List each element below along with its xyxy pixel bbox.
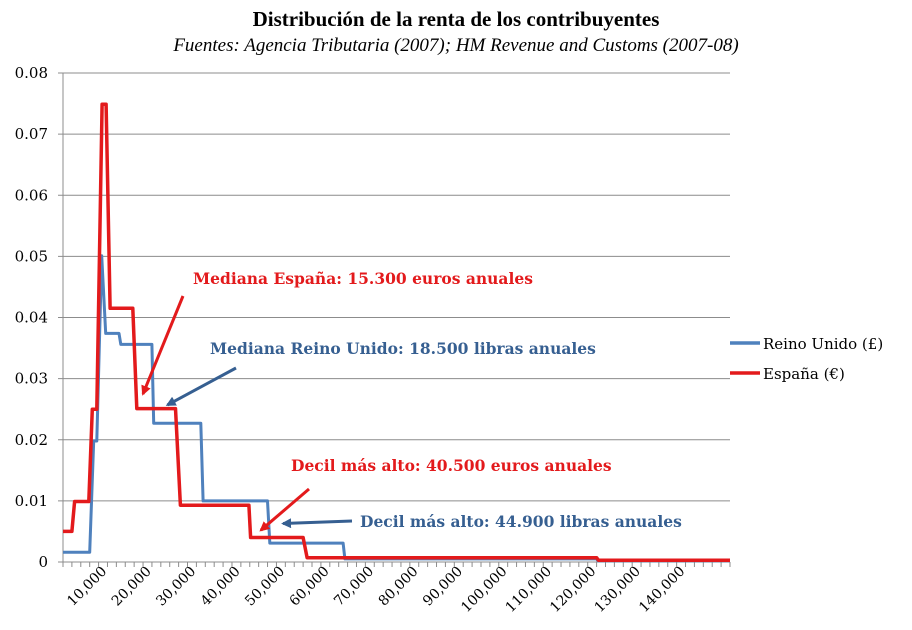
x-tick-label: 60,000 bbox=[287, 564, 333, 610]
y-tick-label: 0.08 bbox=[15, 64, 48, 82]
x-tick-label: 120,000 bbox=[547, 564, 599, 616]
annotation-arrow-top-decile-uk bbox=[281, 518, 353, 529]
annotation-arrow-median-uk bbox=[165, 366, 237, 407]
legend: Reino Unido (£) España (€) bbox=[730, 335, 883, 383]
annotation-arrow-top-decile-spain bbox=[259, 487, 310, 532]
x-tick-label: 140,000 bbox=[636, 564, 688, 616]
legend-label-espana: España (€) bbox=[763, 365, 845, 383]
x-tick-label: 10,000 bbox=[64, 564, 110, 610]
x-tick-label: 110,000 bbox=[503, 564, 555, 616]
x-axis-ticks: 10,00020,00030,00040,00050,00060,00070,0… bbox=[62, 562, 731, 616]
annotation-top-decile-spain: Decil más alto: 40.500 euros anuales bbox=[291, 456, 612, 475]
y-tick-label: 0.01 bbox=[15, 492, 48, 510]
chart-subtitle: Fuentes: Agencia Tributaria (2007); HM R… bbox=[172, 35, 738, 56]
x-tick-label: 100,000 bbox=[458, 564, 510, 616]
x-tick-label: 70,000 bbox=[331, 564, 377, 610]
annotation-arrow-median-spain bbox=[141, 295, 185, 396]
y-tick-label: 0.06 bbox=[15, 186, 48, 204]
y-tick-label: 0.05 bbox=[15, 247, 48, 265]
x-tick-label: 40,000 bbox=[198, 564, 244, 610]
legend-label-reino-unido: Reino Unido (£) bbox=[763, 335, 883, 353]
x-tick-label: 30,000 bbox=[153, 564, 199, 610]
y-tick-label: 0.04 bbox=[15, 309, 48, 327]
annotation-top-decile-uk: Decil más alto: 44.900 libras anuales bbox=[360, 512, 682, 531]
chart-title: Distribución de la renta de los contribu… bbox=[253, 7, 660, 31]
y-tick-label: 0 bbox=[38, 553, 48, 571]
x-tick-label: 130,000 bbox=[592, 564, 644, 616]
annotation-median-uk: Mediana Reino Unido: 18.500 libras anual… bbox=[210, 339, 596, 358]
y-axis-ticks: 0 0.01 0.02 0.03 0.04 0.05 0.06 0.07 0.08 bbox=[15, 64, 63, 571]
x-tick-label: 80,000 bbox=[376, 564, 422, 610]
series-lines bbox=[63, 102, 730, 563]
x-tick-label: 50,000 bbox=[242, 564, 288, 610]
annotation-median-spain: Mediana España: 15.300 euros anuales bbox=[193, 269, 533, 288]
y-tick-label: 0.07 bbox=[15, 125, 48, 143]
series-line-espana bbox=[63, 102, 730, 562]
y-tick-label: 0.02 bbox=[15, 431, 48, 449]
annotations: Mediana España: 15.300 euros anuales Med… bbox=[141, 269, 682, 532]
x-tick-label: 20,000 bbox=[109, 564, 155, 610]
y-tick-label: 0.03 bbox=[15, 370, 48, 388]
gridlines bbox=[62, 72, 730, 563]
